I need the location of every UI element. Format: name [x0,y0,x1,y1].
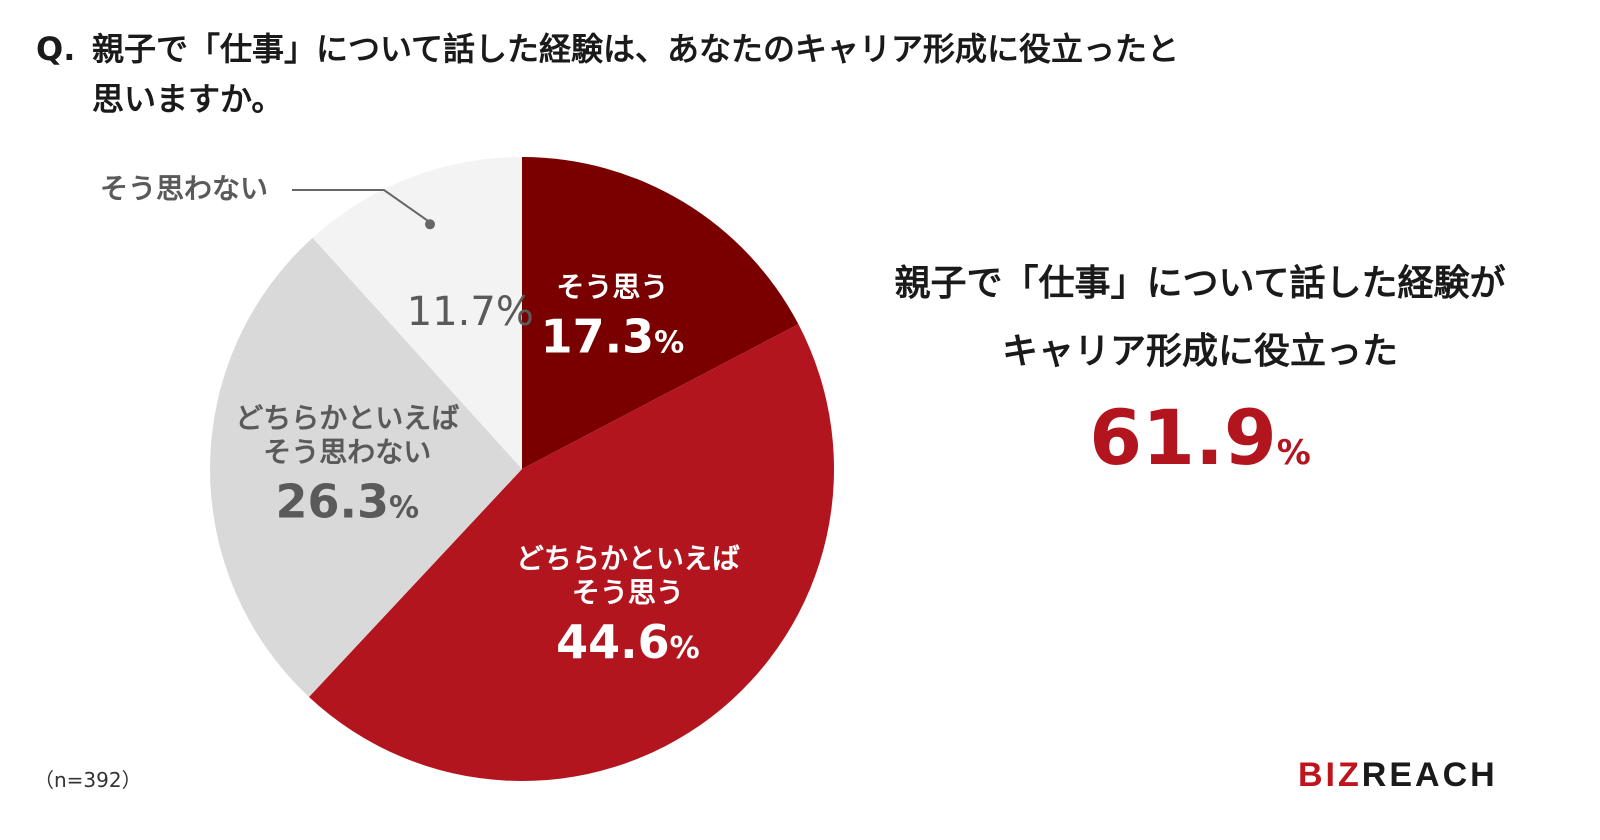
summary-value-unit: % [1276,433,1311,473]
summary-line-1: 親子で「仕事」について話した経験が [894,263,1506,304]
pie-slices [210,157,835,781]
pie-slice-1 [522,157,799,469]
slice-value-4: 11.7% [407,289,534,335]
pie-slice-4 [312,157,522,469]
summary-callout: 親子で「仕事」について話した経験が キャリア形成に役立った 61.9% [820,250,1580,495]
pie-slice-3 [210,237,522,697]
pie-slice-2 [308,324,835,781]
summary-line-2: キャリア形成に役立った [1001,331,1398,372]
slice-label-3-line-1: どちらかといえば [235,402,459,435]
question-line-1: 親子で「仕事」について話した経験は、あなたのキャリア形成に役立ったと [92,30,1180,68]
sample-size-note: （n=392） [34,768,142,792]
summary-value-number: 61.9 [1089,393,1277,482]
logo-rest-text: REACH [1361,756,1498,794]
bizreach-logo: BIZREACH [1298,756,1498,795]
slice-value-3: 26.3% [276,475,420,529]
slice-leader-dot-4 [425,219,435,230]
slice-label-4-line-1: そう思わない [100,172,268,205]
pie-chart: そう思う17.3%どちらかといえばそう思う44.6%どちらかといえばそう思わない… [100,157,835,781]
slice-label-3-line-2: そう思わない [263,436,431,469]
slice-label-2-line-2: そう思う [572,576,684,609]
question-title: Q. 親子で「仕事」について話した経験は、あなたのキャリア形成に役立ったと 思いま… [36,24,1456,124]
slice-label-2-line-1: どちらかといえば [516,542,740,575]
question-line-2: 思いますか。 [92,80,284,118]
slice-leader-line-4 [292,189,431,224]
summary-value: 61.9% [820,396,1580,495]
slice-label-1-line-1: そう思う [556,271,668,304]
logo-accent-text: BIZ [1298,756,1362,794]
slice-value-2: 44.6% [556,615,700,669]
question-prefix: Q. [36,30,76,68]
slice-value-1: 17.3% [541,310,685,364]
pie-labels: そう思う17.3%どちらかといえばそう思う44.6%どちらかといえばそう思わない… [100,172,740,669]
